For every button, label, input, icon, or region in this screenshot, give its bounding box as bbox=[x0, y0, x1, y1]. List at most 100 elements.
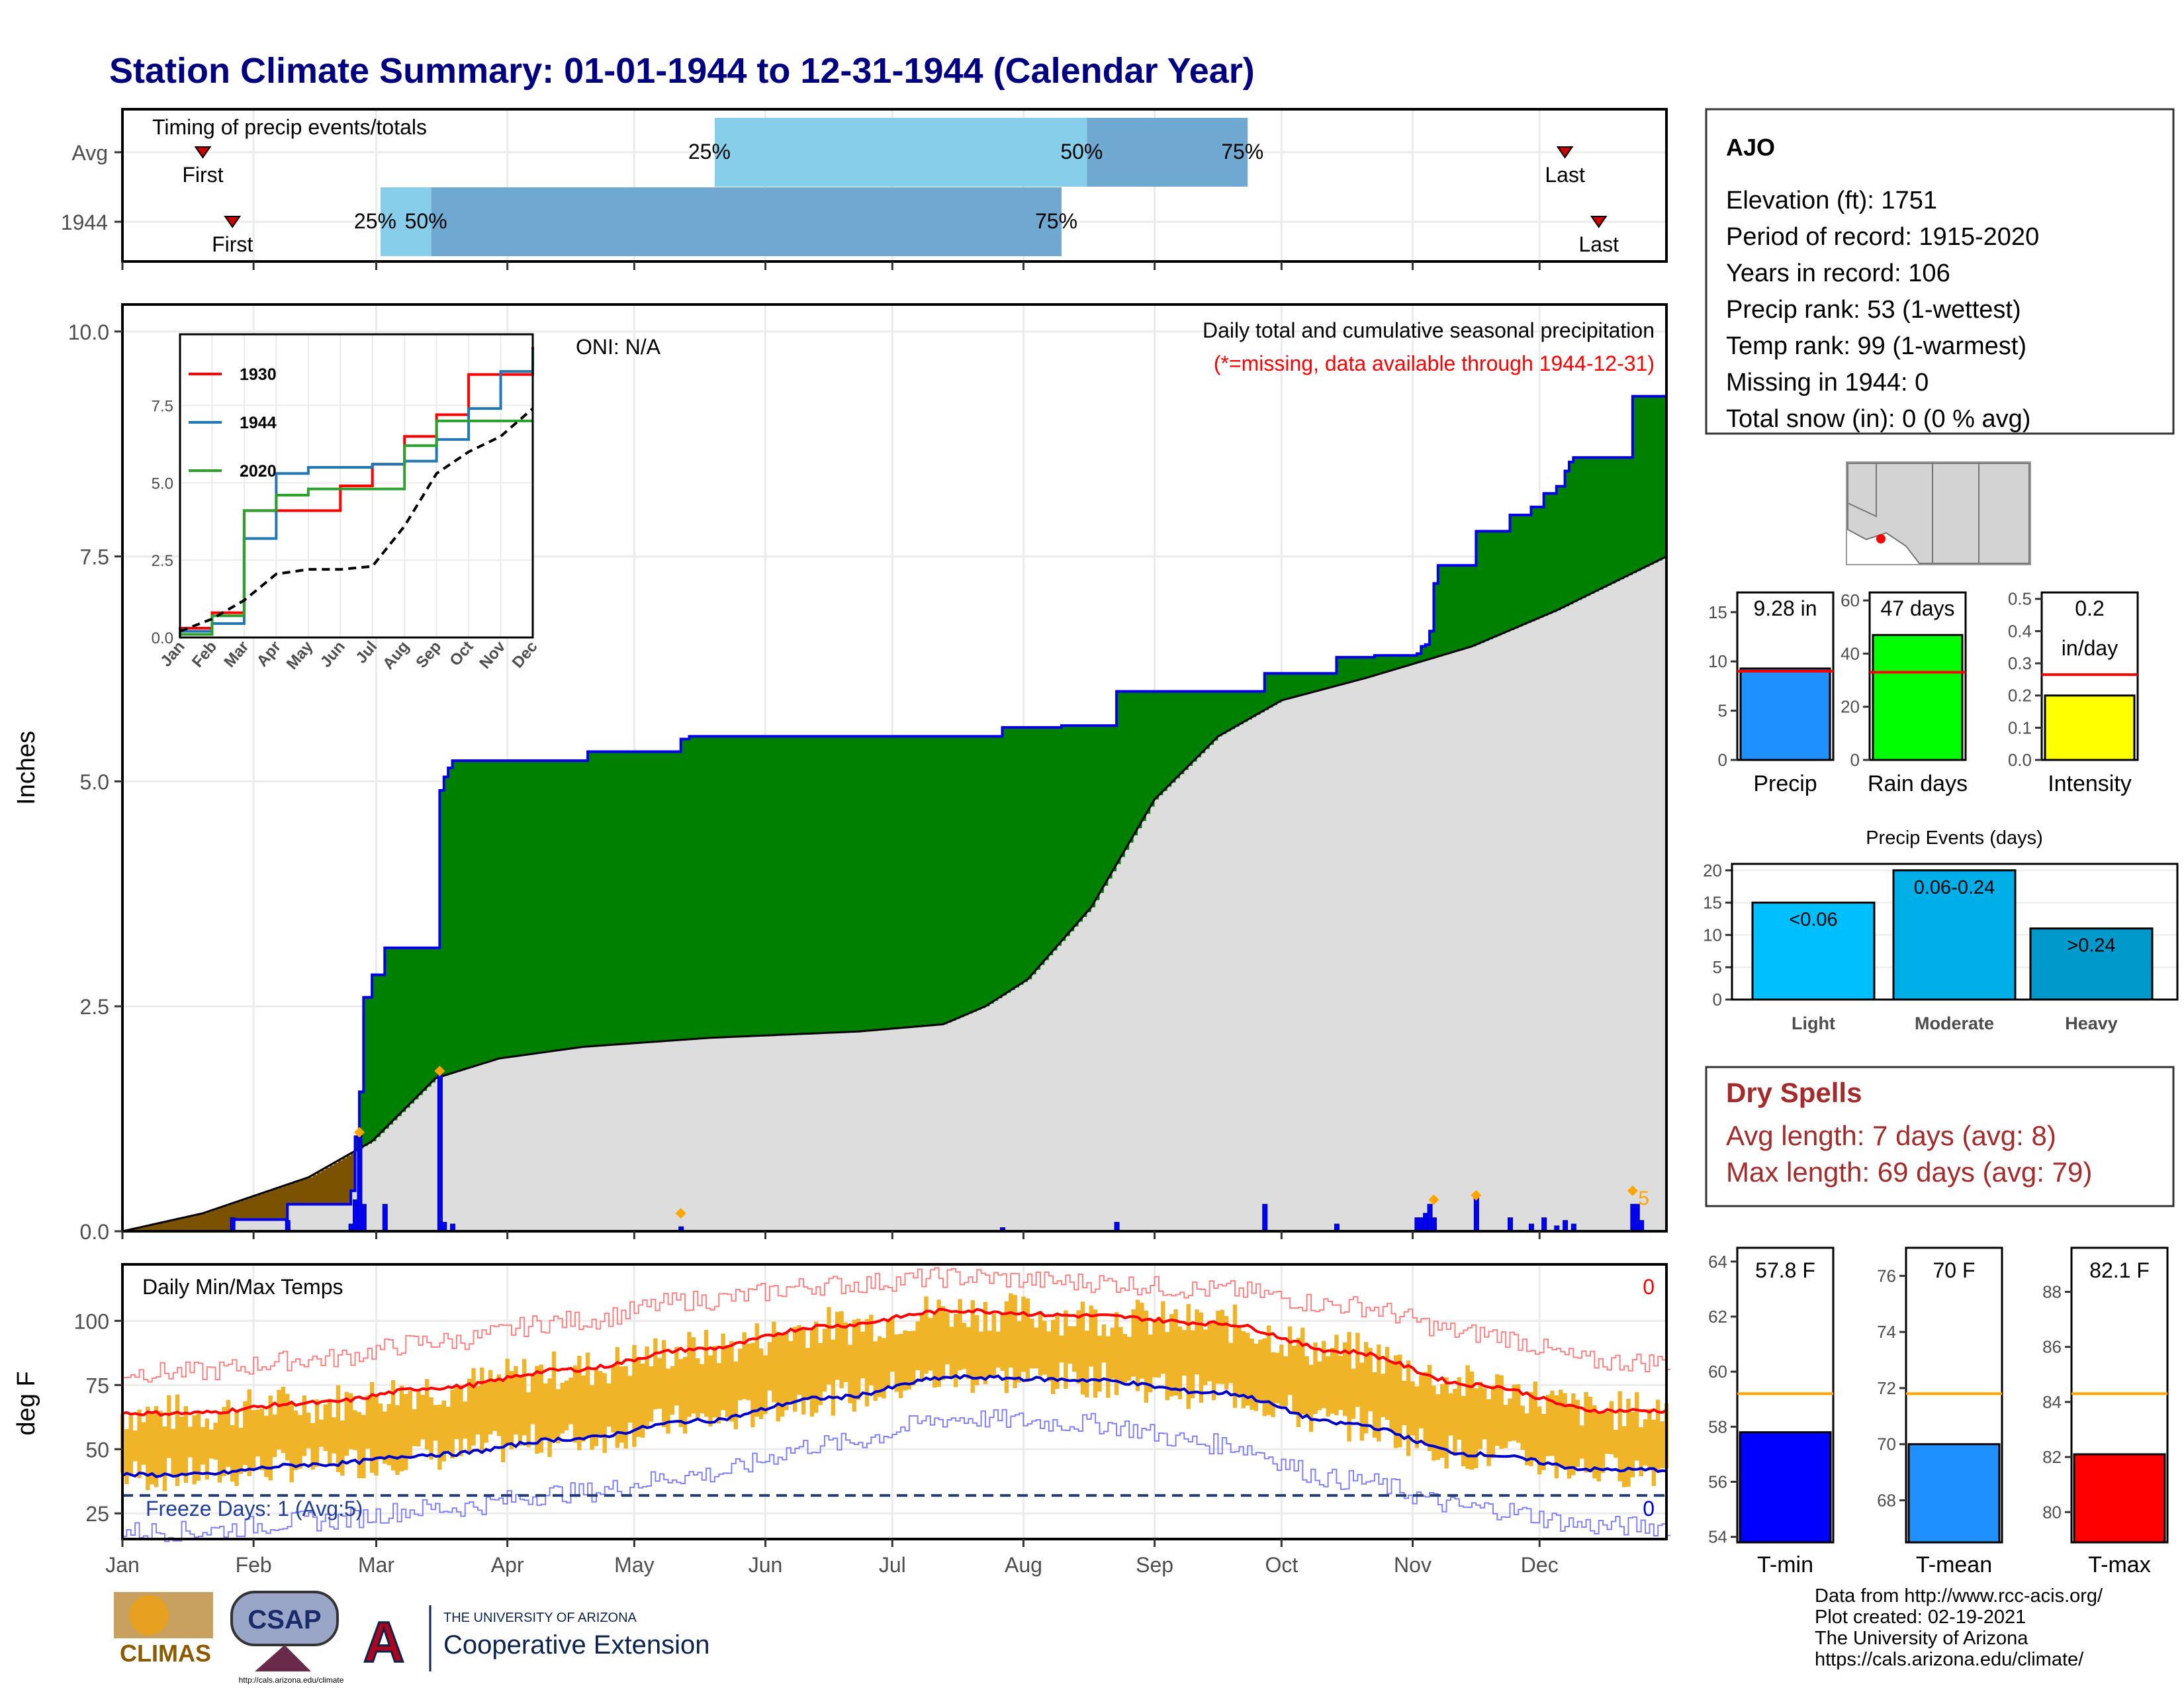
temp-ytick-label: 75 bbox=[85, 1374, 109, 1397]
timing-first-label: First bbox=[212, 232, 253, 256]
daily-precip-bar bbox=[361, 1203, 367, 1232]
events-ytick-label: 5 bbox=[1713, 957, 1722, 977]
daily-precip-bar bbox=[1473, 1196, 1479, 1232]
precip-frame bbox=[121, 303, 1668, 1233]
temp-bar-ytick-label: 72 bbox=[1877, 1378, 1896, 1398]
event-bar-value: <0.06 bbox=[1789, 910, 1837, 931]
station-info-box: AJO Elevation (ft): 1751 Period of record:… bbox=[1705, 108, 2175, 435]
temp-ytick-label: 50 bbox=[85, 1438, 109, 1462]
avg-cumulative-area bbox=[122, 556, 1666, 1231]
extreme-day-marker bbox=[434, 1066, 445, 1077]
temp-bar-ytick-label: 60 bbox=[1708, 1362, 1727, 1382]
credit-line: Plot created: 02-19-2021 bbox=[1815, 1607, 2026, 1628]
event-bar-label: Heavy bbox=[2065, 1013, 2118, 1033]
ua-a-logo-icon: A bbox=[363, 1611, 404, 1674]
summary-bar-label: Rain days bbox=[1868, 771, 1968, 796]
temp-bar-t-mean bbox=[1907, 1443, 2001, 1544]
station-info-line: Temp rank: 99 (1-warmest) bbox=[1726, 332, 2026, 360]
summary-bar-label: Intensity bbox=[2048, 771, 2132, 796]
month-axis: Jan Feb Mar Apr May Jun Jul Aug Sep Oct Nov Dec bbox=[105, 1553, 1558, 1577]
month-label: Sep bbox=[1136, 1553, 1173, 1577]
csap-logo-text: CSAP bbox=[248, 1605, 321, 1634]
events-border bbox=[1731, 863, 2179, 1001]
credit-line: The University of Arizona bbox=[1815, 1628, 2028, 1649]
record-high-line bbox=[122, 1267, 1671, 1383]
temp-bar-ytick-label: 88 bbox=[2042, 1282, 2062, 1302]
summary-bar-0 bbox=[1739, 667, 1831, 761]
daily-precip-bar bbox=[285, 1220, 291, 1232]
daily-precip-bar bbox=[1508, 1217, 1514, 1232]
summary-value: 9.28 in bbox=[1753, 596, 1817, 620]
precip-ytick-label: 10.0 bbox=[68, 320, 109, 344]
precip-events-chart: Precip Events (days) 0 5 10 15 20 <0.06 Light 0.… bbox=[1703, 827, 2179, 1033]
event-bar-value: 0.06-0.24 bbox=[1914, 877, 1995, 898]
summary-ytick-label: 0.5 bbox=[2008, 589, 2032, 609]
events-title: Precip Events (days) bbox=[1866, 827, 2043, 849]
hot-days-count: 0 bbox=[1643, 1275, 1655, 1299]
timing-q75-label: 75% bbox=[1035, 209, 1077, 233]
temp-bar-t-min bbox=[1739, 1431, 1832, 1544]
temp-bar-value: 82.1 F bbox=[2089, 1258, 2150, 1282]
location-map bbox=[1846, 461, 2031, 565]
summary-bar-2 bbox=[2044, 694, 2136, 761]
inset-series-2020 bbox=[179, 419, 533, 637]
timing-frame bbox=[121, 108, 1668, 263]
daily-precip-bar bbox=[1262, 1203, 1268, 1232]
inset-series-1944 bbox=[179, 350, 534, 637]
summary-ytick-label: 10 bbox=[1708, 651, 1727, 671]
dry-spells-title: Dry Spells bbox=[1726, 1077, 1862, 1108]
timing-title: Timing of precip events/totals bbox=[152, 115, 427, 139]
timing-q25-label: 25% bbox=[354, 209, 396, 233]
month-label: Jun bbox=[749, 1553, 783, 1577]
credit-line: Data from http://www.rcc-acis.org/ bbox=[1815, 1585, 2103, 1607]
summary-ytick-label: 0.2 bbox=[2008, 686, 2032, 706]
month-label: May bbox=[614, 1553, 654, 1577]
station-info-line: Total snow (in): 0 (0 % avg) bbox=[1726, 405, 2030, 433]
temp-bar-ytick-label: 68 bbox=[1877, 1490, 1896, 1510]
timing-last-label: Last bbox=[1578, 232, 1619, 256]
inset-ytick-label: 7.5 bbox=[152, 397, 173, 415]
climas-sun-icon bbox=[129, 1595, 169, 1635]
month-label: Jan bbox=[105, 1553, 140, 1577]
timing-q75-label: 75% bbox=[1221, 140, 1263, 164]
temp-ytick-label: 100 bbox=[74, 1309, 109, 1333]
timing-first-marker bbox=[194, 146, 212, 159]
event-bar-heavy bbox=[2029, 927, 2154, 1001]
precip-ytick-label: 7.5 bbox=[80, 545, 109, 569]
temp-bar-value: 70 F bbox=[1933, 1258, 1975, 1282]
events-ytick-label: 0 bbox=[1713, 990, 1722, 1009]
oni-label: ONI: N/A bbox=[576, 335, 661, 359]
dry-spells-box: Dry Spells Avg length: 7 days (avg: 8) Max… bbox=[1705, 1066, 2175, 1207]
timing-row-label: 1944 bbox=[61, 211, 108, 234]
station-box-frame bbox=[1705, 108, 2175, 435]
timing-bar-25-50 bbox=[714, 118, 1087, 187]
temp-bar-t-max bbox=[2073, 1453, 2166, 1544]
temp-bar-label: T-max bbox=[2088, 1552, 2150, 1577]
freeze-days-label: Freeze Days: 1 (Avg:5) bbox=[146, 1497, 363, 1521]
station-info-line: Missing in 1944: 0 bbox=[1726, 369, 1929, 397]
map-states bbox=[1847, 463, 2030, 564]
events-ytick-label: 20 bbox=[1703, 861, 1722, 880]
ua-top-text: THE UNIVERSITY OF ARIZONA bbox=[443, 1611, 637, 1625]
event-bar-label: Light bbox=[1792, 1013, 1835, 1033]
month-label: Oct bbox=[1265, 1553, 1298, 1577]
summary-ytick-label: 40 bbox=[1841, 643, 1860, 663]
precip-ytick-label: 0.0 bbox=[80, 1220, 109, 1244]
temp-bar-label: T-mean bbox=[1916, 1552, 1992, 1577]
inset-legend-label: 1930 bbox=[240, 365, 277, 384]
credit-line: https://cals.arizona.edu/climate/ bbox=[1815, 1649, 2084, 1670]
year-cumulative-line bbox=[122, 395, 1666, 1233]
summary-bar-1 bbox=[1872, 633, 1964, 761]
daily-precip-bar bbox=[1541, 1217, 1547, 1232]
summary-bars: 9.28 in 0 5 10 15 Precip 47 days 0 20 40 60 Rain da… bbox=[1708, 589, 2139, 796]
timing-q50-label: 50% bbox=[405, 209, 447, 233]
extreme-day-marker bbox=[1428, 1194, 1439, 1205]
daily-precip-bar bbox=[230, 1217, 236, 1232]
temp-ytick-label: 25 bbox=[85, 1502, 109, 1526]
extreme-day-marker bbox=[675, 1207, 686, 1219]
timing-last-marker bbox=[1590, 216, 1608, 228]
temp-bar-ytick-label: 62 bbox=[1708, 1307, 1727, 1327]
month-label: Aug bbox=[1005, 1553, 1042, 1577]
precip-missing-note: (*=missing, data available through 1944-… bbox=[1214, 352, 1655, 375]
